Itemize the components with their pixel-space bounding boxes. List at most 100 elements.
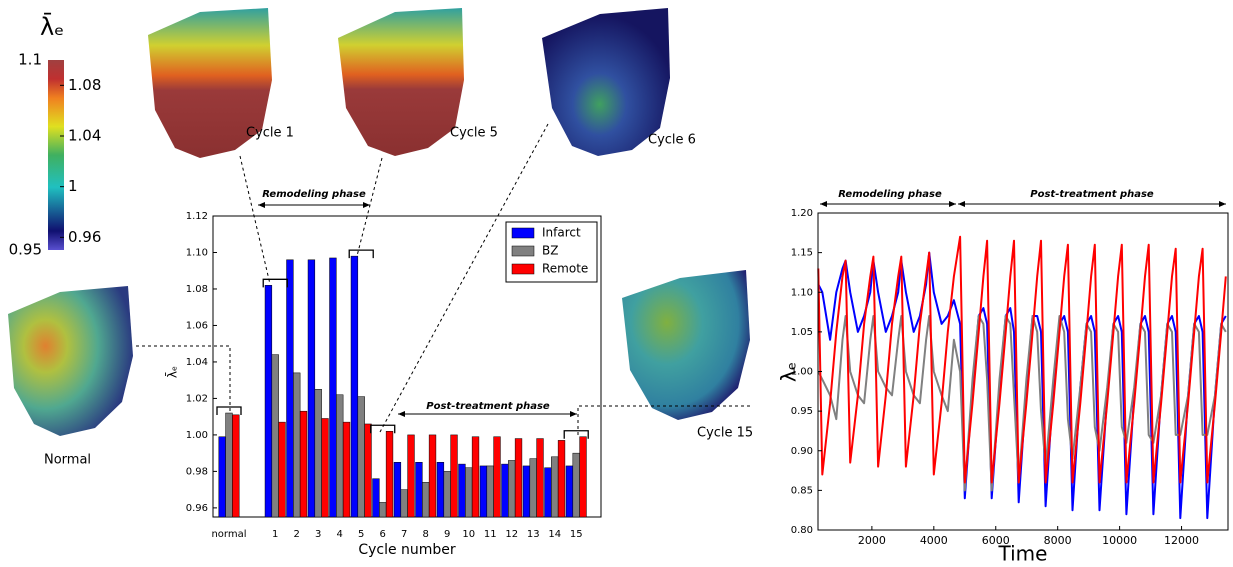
x-tick-label: 11 [484, 529, 497, 540]
bar [415, 462, 423, 518]
heart-label: Cycle 5 [450, 126, 498, 141]
bar [579, 436, 587, 518]
x-tick-label: 6 [380, 529, 386, 540]
bar [479, 465, 488, 518]
legend-label: BZ [542, 244, 558, 258]
x-tick-label: 8000 [1044, 534, 1072, 547]
bracket [370, 424, 396, 434]
bar [271, 354, 279, 518]
bar [264, 285, 273, 518]
x-axis-label: Time [998, 542, 1048, 566]
bar [336, 394, 344, 518]
bar [314, 389, 322, 518]
bar [299, 410, 308, 518]
y-tick-label: 0.96 [186, 503, 208, 514]
bar [379, 502, 387, 518]
x-tick-label: 4 [337, 529, 343, 540]
bar [486, 465, 494, 518]
y-axis-label: λₑ [777, 362, 801, 382]
phase-label: Post-treatment phase [1030, 189, 1154, 200]
y-tick-label: 1.15 [791, 248, 813, 259]
bar-chart: 0.96 0.98 1.00 1.02 1.04 1.06 1.08 1.10 1.12 norm… [165, 189, 602, 558]
y-tick-label: 1.20 [791, 208, 813, 219]
bar [286, 259, 294, 518]
bar [501, 463, 509, 518]
y-tick-label: 1.04 [186, 357, 208, 368]
y-tick-label: 1.08 [186, 284, 208, 295]
bracket [216, 406, 242, 416]
bar [407, 434, 415, 518]
bar [428, 434, 437, 518]
x-tick-label: 10 [462, 529, 475, 540]
bar [329, 257, 337, 518]
y-tick-label: 1.06 [186, 320, 208, 331]
x-tick-label: normal [211, 529, 246, 540]
bar [514, 438, 523, 518]
colorbar-tick-label: 1.08 [68, 76, 101, 94]
x-tick-label: 5 [358, 529, 364, 540]
line-series [817, 315, 1227, 492]
heart-labels: Cycle 1 Cycle 5 Cycle 6 Normal Cycle 15 [44, 126, 753, 468]
colorbar-gradient [48, 60, 64, 250]
bar [544, 467, 552, 518]
x-tick-label: 2 [294, 529, 300, 540]
bracket [563, 430, 589, 439]
bar [436, 462, 445, 518]
x-tick-label: 9 [444, 529, 450, 540]
bar [278, 421, 286, 518]
bar [422, 482, 430, 518]
bar [307, 259, 316, 518]
line-series [817, 235, 1227, 484]
bar [350, 255, 359, 518]
heart-label: Cycle 1 [246, 126, 294, 141]
y-tick-label: 0.98 [186, 466, 208, 477]
x-tick-label: 2000 [858, 534, 886, 547]
bar [218, 436, 226, 518]
heart-cycle15 [622, 270, 750, 420]
x-tick-label: 3 [315, 529, 321, 540]
x-axis-label: Cycle number [358, 542, 456, 558]
bar [342, 421, 351, 518]
bar [572, 452, 580, 518]
line-chart: 0.80 0.85 0.90 0.95 1.00 1.05 1.10 1.15 1.20 2000… [777, 189, 1229, 566]
y-axis-label: λ̄ₑ [165, 366, 179, 378]
heart-cycle5 [338, 8, 464, 156]
bar [385, 431, 394, 518]
colorbar-tick-label: 1 [68, 177, 78, 195]
x-tick-label: 7 [401, 529, 407, 540]
heart-label: Cycle 6 [648, 133, 696, 148]
y-tick-label: 1.02 [186, 393, 208, 404]
x-tick-label: 12000 [1164, 534, 1199, 547]
heart-cycle1 [148, 8, 272, 158]
x-tick-label: 15 [570, 529, 583, 540]
bar [393, 462, 402, 518]
bar [450, 434, 458, 518]
bar [536, 438, 544, 518]
bar [458, 463, 466, 518]
bar [522, 465, 531, 518]
colorbar-tick-label: 1.04 [68, 127, 101, 145]
bar [443, 471, 451, 518]
y-tick-label: 1.00 [791, 367, 813, 378]
bar [321, 418, 329, 518]
x-tick-label: 14 [548, 529, 561, 540]
bar [225, 412, 233, 518]
bar [557, 440, 566, 518]
bar [400, 489, 408, 518]
x-tick-label: 1 [272, 529, 278, 540]
x-tick-label: 8 [423, 529, 429, 540]
colorbar: λ̄ₑ 1.1 0.95 0.96 1 1.04 1.08 [9, 12, 102, 259]
heart-cycle6 [542, 8, 670, 156]
bar [232, 414, 240, 518]
bar [357, 396, 365, 518]
heart-label: Cycle 15 [697, 426, 753, 441]
colorbar-min: 0.95 [9, 241, 42, 259]
bar [372, 478, 380, 518]
heart-label: Normal [44, 453, 91, 468]
colorbar-max: 1.1 [18, 51, 42, 69]
y-tick-label: 0.95 [791, 406, 813, 417]
plot-frame [817, 212, 1229, 531]
y-tick-label: 1.12 [186, 211, 208, 222]
bar [465, 467, 473, 518]
